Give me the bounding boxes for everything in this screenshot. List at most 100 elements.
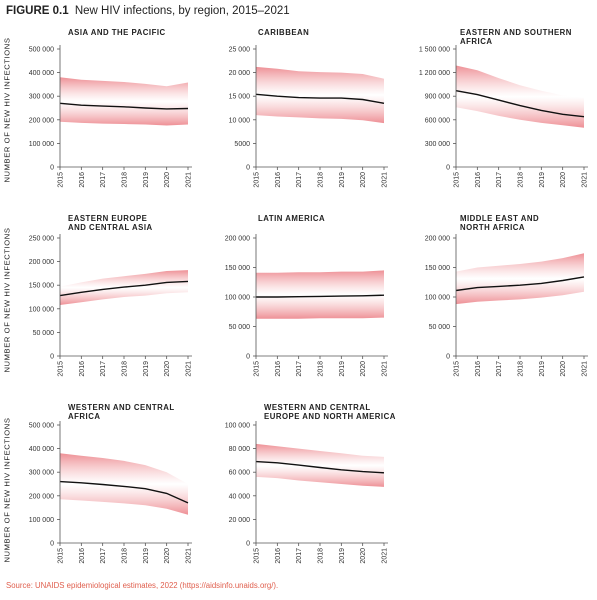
- y-tick-label: 200 000: [29, 259, 54, 266]
- x-tick-label: 2021: [582, 361, 589, 377]
- y-tick-label: 0: [50, 541, 54, 548]
- x-tick-label: 2017: [496, 361, 503, 377]
- x-tick-label: 2015: [254, 172, 261, 188]
- x-tick-label: 2015: [254, 361, 261, 377]
- y-tick-label: 20 000: [229, 70, 251, 77]
- x-tick-label: 2016: [275, 548, 282, 564]
- x-tick-label: 2016: [79, 361, 86, 377]
- x-tick-label: 2020: [164, 361, 171, 377]
- y-tick-label: 25 000: [229, 47, 251, 54]
- x-tick-label: 2017: [100, 361, 107, 377]
- x-tick-label: 2016: [475, 172, 482, 188]
- y-tick-label: 500 000: [29, 47, 54, 54]
- x-tick-label: 2019: [143, 361, 150, 377]
- uncertainty-band: [256, 270, 384, 319]
- x-tick-label: 2016: [475, 361, 482, 377]
- x-tick-label: 2015: [58, 172, 65, 188]
- uncertainty-band: [60, 77, 188, 126]
- figure-title-text: New HIV infections, by region, 2015–2021: [74, 5, 290, 17]
- x-tick-label: 2015: [58, 361, 65, 377]
- y-tick-label: 50 000: [229, 324, 251, 331]
- panel-title: EASTERN AND SOUTHERN: [460, 28, 572, 37]
- y-tick-label: 0: [246, 541, 250, 548]
- y-tick-label: 40 000: [229, 493, 251, 500]
- y-tick-label: 15 000: [229, 94, 251, 101]
- source-note: Source: UNAIDS epidemiological estimates…: [6, 581, 279, 590]
- y-tick-label: 250 000: [29, 236, 54, 243]
- y-tick-label: 10 000: [229, 117, 251, 124]
- y-tick-label: 0: [50, 165, 54, 172]
- y-tick-label: 1 200 000: [419, 70, 450, 77]
- y-tick-label: 20 000: [229, 517, 251, 524]
- y-tick-label: 100 000: [29, 517, 54, 524]
- x-tick-label: 2016: [275, 172, 282, 188]
- panel-latin-america: LATIN AMERICA 0 50 000 100 000 150 000 200 00…: [225, 214, 389, 377]
- panel-title: LATIN AMERICA: [258, 214, 325, 223]
- x-tick-label: 2019: [339, 172, 346, 188]
- y-tick-label: 150 000: [29, 283, 54, 290]
- x-tick-label: 2017: [296, 172, 303, 188]
- x-tick-label: 2018: [122, 172, 129, 188]
- y-tick-label: 0: [246, 354, 250, 361]
- uncertainty-band: [256, 66, 384, 124]
- panel-asia-and-the-pacific: ASIA AND THE PACIFIC 0 100 000 200 000 300 0…: [29, 28, 193, 188]
- y-tick-label: 400 000: [29, 70, 54, 77]
- x-tick-label: 2020: [360, 172, 367, 188]
- x-tick-label: 2017: [296, 361, 303, 377]
- uncertainty-band: [60, 453, 188, 515]
- x-tick-label: 2017: [100, 548, 107, 564]
- x-tick-label: 2021: [186, 361, 193, 377]
- y-tick-label: 200 000: [225, 236, 250, 243]
- panel-title: MIDDLE EAST AND: [460, 214, 539, 223]
- x-tick-label: 2020: [560, 172, 567, 188]
- estimate-line: [59, 102, 189, 110]
- x-tick-label: 2015: [454, 172, 461, 188]
- y-tick-label: 150 000: [225, 265, 250, 272]
- figure-label: FIGURE 0.1: [6, 5, 69, 17]
- x-tick-label: 2015: [454, 361, 461, 377]
- x-tick-label: 2019: [339, 361, 346, 377]
- x-tick-label: 2020: [360, 548, 367, 564]
- x-tick-label: 2018: [318, 172, 325, 188]
- panel-title: CARIBBEAN: [258, 28, 309, 37]
- x-tick-label: 2020: [164, 172, 171, 188]
- x-tick-label: 2019: [143, 548, 150, 564]
- estimate-line: [255, 460, 385, 474]
- x-tick-label: 2021: [382, 361, 389, 377]
- x-tick-label: 2020: [360, 361, 367, 377]
- x-tick-label: 2017: [496, 172, 503, 188]
- y-tick-label: 50 000: [33, 330, 55, 337]
- x-tick-label: 2018: [518, 172, 525, 188]
- estimate-line: [59, 280, 189, 297]
- panel-caribbean: CARIBBEAN 0 5000 10 000 15 000 20 000 25 000 20…: [229, 28, 389, 188]
- x-tick-label: 2020: [560, 361, 567, 377]
- uncertainty-band: [456, 253, 584, 305]
- y-tick-label: 5000: [234, 141, 250, 148]
- panel-title: EASTERN EUROPE: [68, 214, 147, 223]
- x-tick-label: 2016: [79, 548, 86, 564]
- x-tick-label: 2015: [254, 548, 261, 564]
- y-tick-label: 60 000: [229, 470, 251, 477]
- y-tick-label: 0: [246, 165, 250, 172]
- y-tick-label: 900 000: [425, 94, 450, 101]
- x-tick-label: 2016: [275, 361, 282, 377]
- x-tick-label: 2019: [143, 172, 150, 188]
- panel-title: WESTERN AND CENTRAL: [264, 403, 371, 412]
- y-tick-label: 100 000: [225, 295, 250, 302]
- y-tick-label: 0: [446, 165, 450, 172]
- y-tick-label: 0: [50, 354, 54, 361]
- estimate-line: [255, 93, 385, 104]
- estimate-line: [59, 480, 189, 504]
- y-tick-label: 1 500 000: [419, 47, 450, 54]
- figure-title: FIGURE 0.1 New HIV infections, by region…: [6, 5, 290, 17]
- x-tick-label: 2021: [582, 172, 589, 188]
- x-tick-label: 2019: [539, 361, 546, 377]
- estimate-line: [256, 294, 385, 298]
- panel-title: AFRICA: [68, 412, 100, 421]
- x-tick-label: 2020: [164, 548, 171, 564]
